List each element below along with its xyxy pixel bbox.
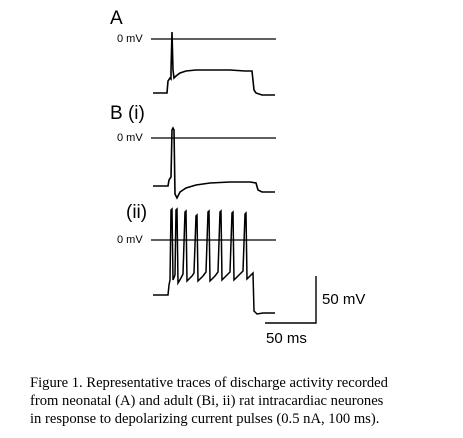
traces-plot bbox=[151, 31, 317, 324]
scale-bar-time-label: 50 ms bbox=[266, 330, 307, 347]
scale-bar bbox=[265, 276, 317, 324]
panel-a-voltage-trace bbox=[153, 31, 275, 96]
panel-bii-zero-label: 0 mV bbox=[117, 234, 143, 246]
panel-a-traces bbox=[151, 31, 276, 96]
panel-bi-zero-label: 0 mV bbox=[117, 132, 143, 144]
panel-bii-label: (ii) bbox=[126, 202, 148, 223]
panel-bi-voltage-trace bbox=[153, 126, 275, 200]
panel-a-zero-label: 0 mV bbox=[117, 33, 143, 45]
caption-line-1: Figure 1. Representative traces of disch… bbox=[30, 375, 388, 391]
panel-bii-voltage-trace bbox=[153, 207, 275, 315]
panel-bii-traces bbox=[151, 207, 276, 315]
panel-a-label: A bbox=[110, 8, 123, 29]
panel-bi-traces bbox=[151, 126, 276, 200]
scale-bar-lines bbox=[265, 276, 317, 324]
caption-line-3: in response to depolarizing current puls… bbox=[30, 411, 380, 427]
panel-bi-label: B (i) bbox=[110, 103, 145, 124]
scale-bar-voltage-label: 50 mV bbox=[322, 291, 366, 308]
figure: A 0 mV B (i) 0 mV (ii) 0 mV 50 mV 50 ms bbox=[110, 8, 366, 347]
figure-caption: Figure 1. Representative traces of disch… bbox=[30, 374, 455, 428]
caption-line-2: from neonatal (A) and adult (Bi, ii) rat… bbox=[30, 393, 384, 409]
